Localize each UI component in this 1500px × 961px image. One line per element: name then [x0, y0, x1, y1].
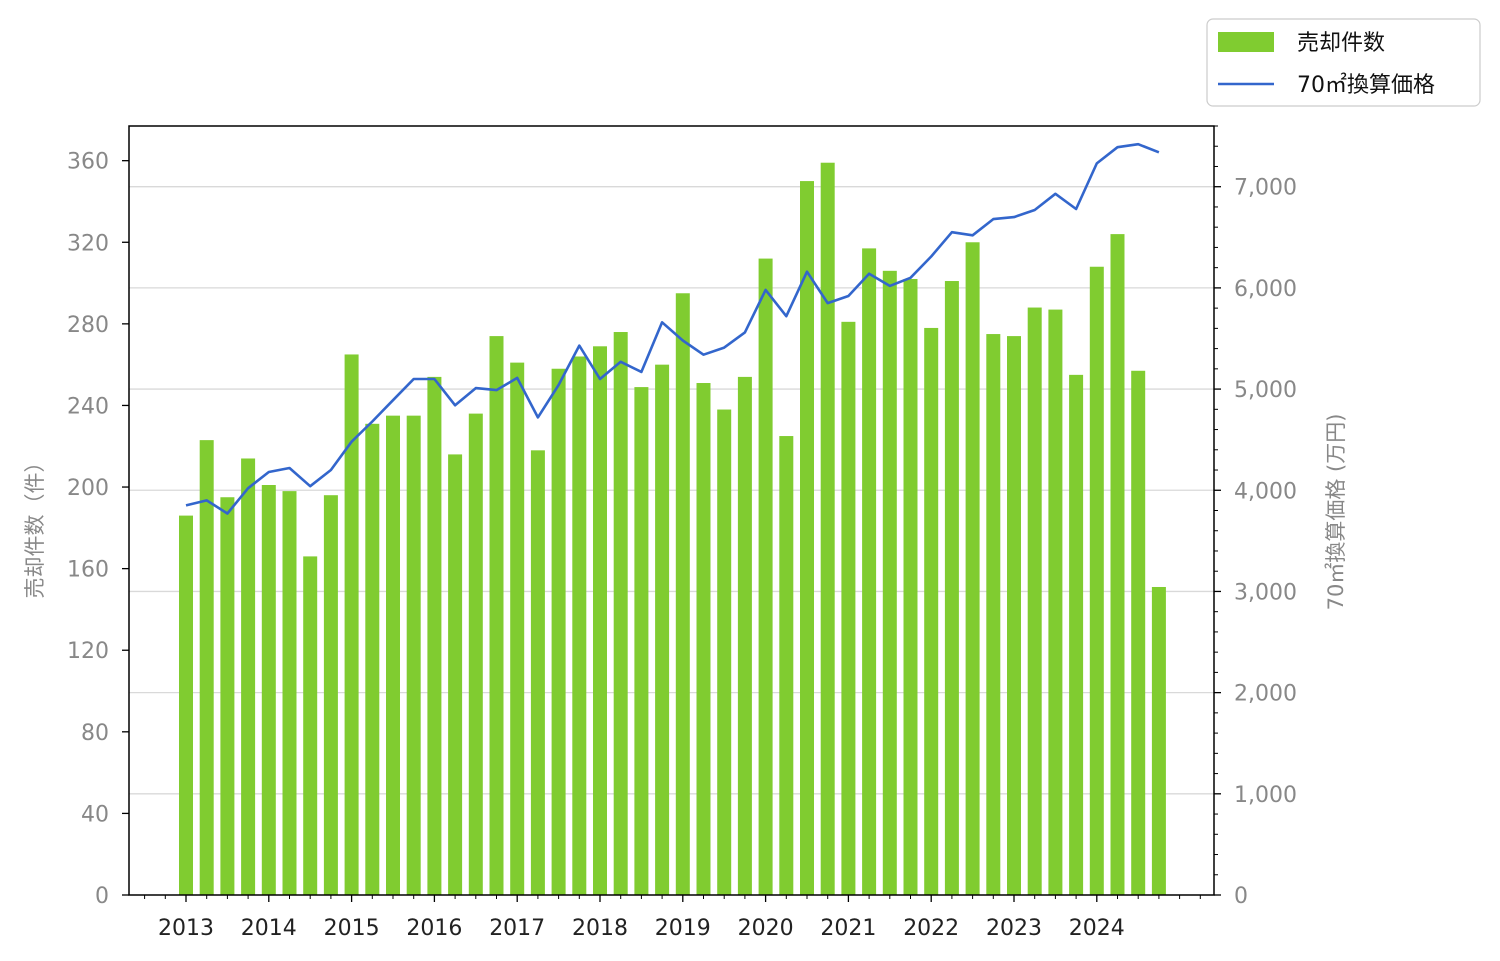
bar — [344, 354, 359, 895]
bar — [1069, 374, 1084, 895]
right-tick-label: 6,000 — [1234, 277, 1297, 302]
right-tick-label: 5,000 — [1234, 378, 1297, 403]
bar — [1007, 336, 1021, 895]
x-tick-label: 2016 — [406, 916, 462, 941]
left-axis-label: 売却件数（件） — [23, 452, 47, 599]
left-tick-label: 240 — [67, 394, 109, 419]
price-line — [185, 142, 1160, 515]
legend-bar-swatch — [1218, 32, 1274, 52]
bar — [199, 440, 214, 895]
bar — [406, 415, 421, 895]
left-tick-label: 160 — [67, 558, 109, 583]
right-tick-label: 4,000 — [1234, 479, 1297, 504]
bar — [944, 281, 959, 895]
left-axis: 0 40 80 120 160 200 240 280 320 360 — [67, 150, 129, 909]
x-tick-label: 2021 — [820, 916, 876, 941]
bar — [1131, 370, 1146, 895]
bar — [551, 368, 566, 895]
bar — [179, 515, 193, 895]
legend: 売却件数 70㎡換算価格 — [1206, 18, 1481, 107]
bar — [448, 454, 463, 895]
right-tick-label: 1,000 — [1234, 783, 1297, 808]
bar-series — [179, 162, 1166, 896]
bar — [510, 362, 525, 896]
legend-line-label: 70㎡換算価格 — [1297, 72, 1435, 98]
left-tick-label: 280 — [67, 313, 109, 338]
bar — [800, 181, 814, 895]
bar — [303, 556, 318, 895]
right-axis-label: 70㎡換算価格 (万円) — [1324, 414, 1348, 611]
bar — [737, 376, 752, 895]
left-tick-label: 40 — [81, 802, 109, 827]
left-tick-label: 200 — [67, 476, 109, 501]
x-tick-label: 2022 — [903, 916, 959, 941]
bar — [489, 336, 504, 895]
x-tick-label: 2017 — [489, 916, 545, 941]
bar — [779, 436, 794, 895]
bar — [882, 270, 897, 895]
bar — [613, 332, 628, 895]
right-axis: 0 1,000 2,000 3,000 4,000 5,000 6,000 7,000 — [1214, 125, 1297, 909]
x-tick-label: 2019 — [655, 916, 711, 941]
x-tick-label: 2023 — [986, 916, 1042, 941]
bar — [965, 242, 980, 896]
bar — [634, 387, 649, 895]
x-tick-label: 2013 — [158, 916, 214, 941]
bar — [675, 293, 690, 896]
bar — [986, 334, 1001, 895]
left-tick-label: 120 — [67, 639, 109, 664]
right-tick-label: 3,000 — [1234, 580, 1297, 605]
bar — [282, 491, 297, 895]
bar — [386, 415, 400, 895]
bar — [220, 497, 235, 895]
bar — [820, 162, 835, 895]
left-tick-label: 320 — [67, 231, 109, 256]
x-axis: 2013 2014 2015 2016 2017 2018 2019 2020 2021 2022… — [144, 895, 1201, 941]
left-tick-label: 0 — [95, 884, 109, 909]
bar — [468, 413, 483, 895]
x-tick-label: 2015 — [324, 916, 380, 941]
bar — [427, 376, 442, 895]
bar — [758, 258, 773, 896]
bar — [593, 346, 607, 895]
x-tick-label: 2024 — [1069, 916, 1125, 941]
x-tick-label: 2014 — [241, 916, 297, 941]
bar — [696, 383, 711, 895]
legend-bar-label: 売却件数 — [1297, 31, 1385, 56]
bar — [1048, 309, 1063, 895]
left-tick-label: 360 — [67, 150, 109, 175]
bar — [924, 327, 939, 896]
bar — [261, 485, 276, 895]
bar — [655, 364, 670, 896]
x-tick-label: 2020 — [738, 916, 794, 941]
bar — [1089, 266, 1104, 895]
bar — [241, 458, 256, 895]
left-tick-label: 80 — [81, 721, 109, 746]
right-tick-label: 7,000 — [1234, 176, 1297, 201]
bar — [717, 409, 732, 895]
x-tick-label: 2018 — [572, 916, 628, 941]
bar — [365, 423, 380, 895]
right-tick-label: 2,000 — [1234, 682, 1297, 707]
bar — [1151, 586, 1166, 895]
bar — [323, 495, 338, 895]
bar — [841, 321, 856, 895]
bar — [572, 356, 587, 895]
legend-box — [1206, 18, 1481, 107]
bar — [903, 278, 918, 895]
bar — [1110, 234, 1125, 895]
bar — [1027, 307, 1042, 895]
bar — [530, 450, 545, 895]
right-tick-label: 0 — [1234, 884, 1248, 909]
bar — [862, 248, 877, 895]
